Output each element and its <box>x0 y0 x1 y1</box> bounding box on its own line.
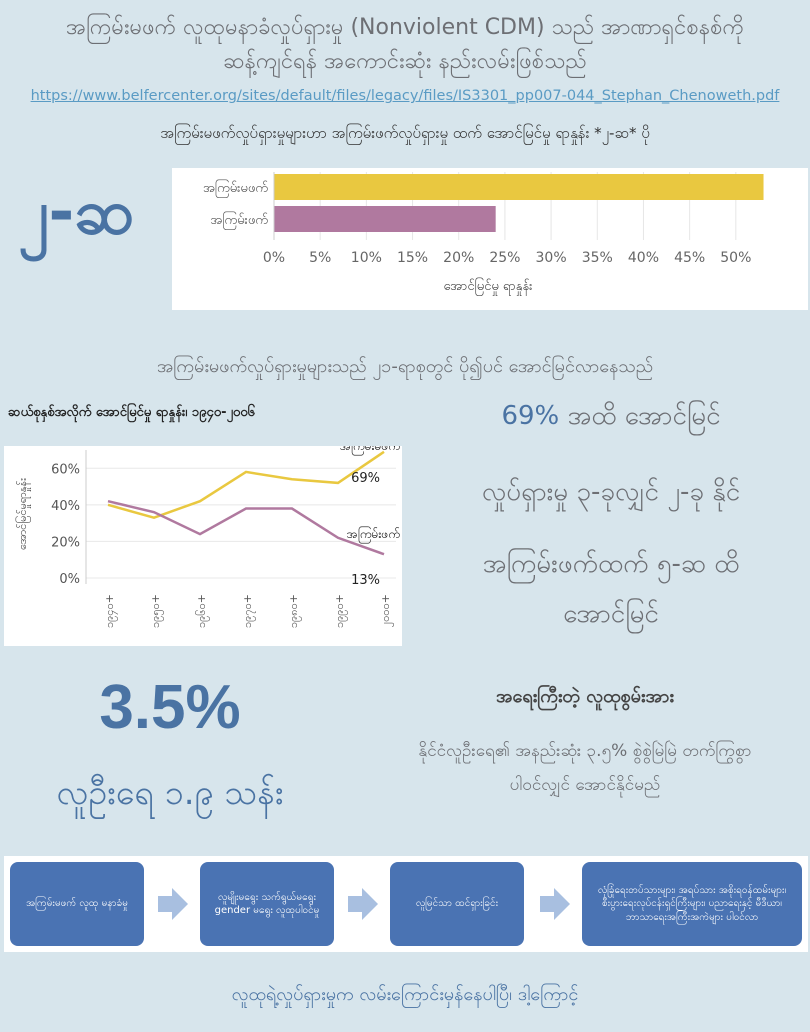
bar-x-tick-label: 35% <box>582 250 613 266</box>
section3-heading: အရေးကြီးတဲ့ လူထုစွမ်းအား <box>496 686 674 707</box>
line-series-name-label: အကြမ်းမဖက် <box>340 446 400 456</box>
line-y-axis-label: အောင်မြင်မှုရာနှုန်း <box>15 478 31 550</box>
bar-chart-title: အကြမ်းမဖက်လှုပ်ရှားမှုများဟာ အကြမ်းဖက်လှ… <box>160 124 650 142</box>
bar-violent <box>274 206 496 232</box>
line-y-tick-label: 60% <box>51 462 80 477</box>
section3-text-line-2: ပါဝင်လျှင် အောင်နိုင်မည် <box>509 775 661 795</box>
line-x-tick-label: ၁၉၆၀+ <box>195 594 210 628</box>
bar-chart-card: 0% 5% 10% 15% 20% 25% 30% 35% 40% 45% 50% အကြမ်းမဖက… <box>172 168 808 310</box>
stat-line-4: အောင်မြင် <box>563 599 659 629</box>
line-end-value-label: 13% <box>351 573 380 588</box>
line-series-violent <box>107 499 385 556</box>
line-chart-title: ဆယ်စုနှစ်အလိုက် အောင်မြင်မှု ရာနှုန်း၊ ၁… <box>8 405 255 420</box>
flow-step-1: အကြမ်းမဖက် လူထု မနာခံမှု <box>10 862 144 946</box>
bar-x-tick-label: 40% <box>628 250 659 266</box>
stat-line-2: လှုပ်ရှားမှု ၃-ခုလျှင် ၂-ခု နိုင် <box>481 477 741 507</box>
page-title-line-2: ဆန့်ကျင်ရန် အကောင်းဆုံး နည်းလမ်းဖြစ်သည် <box>223 49 587 74</box>
bar-x-axis-label: အောင်မြင်မှု ရာနှုန်း <box>444 277 533 296</box>
flow-arrow-3 <box>540 888 570 920</box>
flow-arrow-2 <box>348 888 378 920</box>
line-x-tick-label: ၁၉၉၀+ <box>333 594 348 628</box>
flow-strip: အကြမ်းမဖက် လူထု မနာခံမှု လူမျိုးမရွေး သက… <box>4 856 808 952</box>
source-link[interactable]: https://www.belfercenter.org/sites/defau… <box>30 88 780 104</box>
two-times-number: ၂-ဆ <box>18 175 135 248</box>
line-x-tick-label: ၁၉၇၀+ <box>241 594 256 628</box>
bar-x-tick-label: 30% <box>536 250 567 266</box>
line-series-name-label: အကြမ်းဖက် <box>347 525 400 544</box>
bar-x-tick-label: 45% <box>674 250 705 266</box>
bar-category-label: အကြမ်းဖက် <box>210 211 268 230</box>
section2-heading: အကြမ်းမဖက်လှုပ်ရှားမှုများသည် ၂၁-ရာစုတွင… <box>156 356 654 377</box>
bar-category-label: အကြမ်းမဖက် <box>203 179 268 198</box>
bar-x-tick-label: 5% <box>309 250 331 266</box>
flow-step-2: လူမျိုးမရွေး သက်ရွယ်မရွေး gender မရွေး လ… <box>200 862 334 946</box>
population-number: လူဦးရေ ၁.၉ သန်း <box>56 773 284 813</box>
stat-success-69: 69% အထိ အောင်မြင် <box>416 398 806 437</box>
flow-arrow-1 <box>158 888 188 920</box>
line-chart-card: 0% 20% 40% 60% အောင်မြင်မှုရာနှုန်း၁၉၄၀+ ၁၉၅၀… <box>4 437 402 646</box>
line-x-tick-label: ၁၉၈၀+ <box>287 594 302 628</box>
bar-chart: 0% 5% 10% 15% 20% 25% 30% 35% 40% 45% 50% အကြမ်းမဖက… <box>203 172 764 296</box>
bar-x-tick-label: 25% <box>489 250 520 266</box>
stat-pct: 69% <box>501 401 560 431</box>
three-point-five-percent: 3.5% <box>99 673 241 742</box>
line-chart: 0% 20% 40% 60% အောင်မြင်မှုရာနှုန်း၁၉၄၀+ ၁၉၅၀… <box>15 437 400 628</box>
flow-step-3: လူမြင်သာ ထင်ရှားခြင်း <box>390 862 524 946</box>
stat-line-3: အကြမ်းဖက်ထက် ၅-ဆ ထိ <box>482 549 740 579</box>
line-y-tick-label: 20% <box>51 535 80 550</box>
bar-nonviolent <box>274 174 764 200</box>
line-x-tick-label: ၂၀၀၀+ <box>379 594 394 627</box>
line-end-value-label: 69% <box>351 471 380 486</box>
line-x-tick-label: ၁၉၅၀+ <box>149 594 164 628</box>
bar-x-tick-label: 20% <box>443 250 474 266</box>
flow-step-4: လုံခြုံရေးတပ်သားများ၊ အရပ်သား အစိုးရဝန်ထ… <box>582 862 802 946</box>
bar-x-tick-label: 15% <box>397 250 428 266</box>
line-y-tick-label: 0% <box>59 572 80 587</box>
line-x-tick-label: ၁၉၄၀+ <box>103 594 118 628</box>
section3-text-line-1: နိုင်ငံလူဦးရေ၏ အနည်းဆုံး ၃.၅% စွဲစွဲမြဲမ… <box>418 741 752 761</box>
bar-x-tick-label: 0% <box>263 250 285 266</box>
line-series-nonviolent <box>107 450 385 519</box>
line-y-tick-label: 40% <box>51 499 80 514</box>
footer-text: လူထုရဲ့လှုပ်ရှားမှုက လမ်းကြောင်းမှန်နေပါ… <box>231 984 579 1005</box>
stat-pct-suffix: အထိ အောင်မြင် <box>559 401 721 431</box>
bar-x-tick-label: 50% <box>720 250 751 266</box>
bar-x-tick-label: 10% <box>351 250 382 266</box>
page-title-line-1: အကြမ်းမဖက် လူထုမနာခံလှုပ်ရှားမှု (Nonvio… <box>65 15 745 40</box>
